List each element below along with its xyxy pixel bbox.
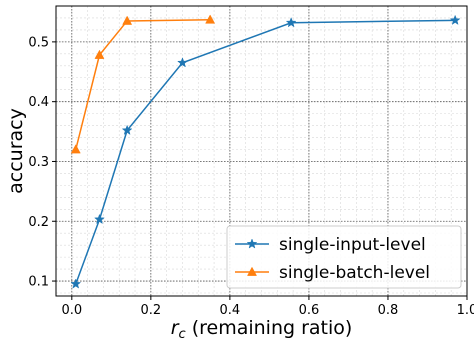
- data-point-star: [177, 57, 188, 68]
- series-layer: [70, 14, 461, 289]
- legend-label: single-batch-level: [279, 263, 430, 283]
- series-line: [75, 19, 456, 285]
- x-axis-label-var: r: [171, 317, 180, 339]
- legend: single-input-level single-batch-level: [226, 225, 462, 289]
- series-2: [70, 14, 216, 154]
- x-axis-label-rest: (remaining ratio): [186, 317, 353, 339]
- x-tick-label: 0.4: [220, 303, 241, 318]
- y-tick-label: 0.1: [28, 275, 49, 290]
- data-point-star: [94, 213, 105, 225]
- data-point-star: [70, 278, 82, 289]
- legend-box: [226, 225, 462, 289]
- x-axis-label: rc (remaining ratio): [171, 317, 353, 341]
- x-tick-label: 1.0: [457, 303, 474, 318]
- axis-ticks: 0.0 0.2 0.4 0.6 0.8 1.0 0.1 0.2 0.3 0.4 0.5: [28, 35, 474, 318]
- legend-entry-2: single-batch-level: [235, 263, 430, 283]
- x-axis-label-sub: c: [179, 327, 186, 341]
- y-tick-label: 0.2: [28, 215, 49, 230]
- plot-frame: [55, 5, 468, 297]
- legend-marker: [246, 238, 258, 249]
- data-point-star: [285, 17, 297, 28]
- x-tick-label: 0.0: [61, 303, 82, 318]
- y-tick-label: 0.5: [28, 35, 49, 50]
- y-tick-label: 0.4: [28, 95, 49, 110]
- y-tick-label: 0.3: [28, 155, 49, 170]
- x-tick-label: 0.6: [299, 303, 320, 318]
- legend-label: single-input-level: [279, 235, 426, 255]
- series-line: [75, 19, 211, 150]
- data-point-triangle: [94, 49, 105, 59]
- data-point-triangle: [70, 144, 81, 154]
- legend-marker: [247, 266, 257, 276]
- series-1: [70, 14, 461, 289]
- data-point-star: [121, 124, 133, 135]
- data-point-triangle: [205, 14, 216, 24]
- data-point-star: [449, 14, 461, 25]
- data-point-triangle: [122, 15, 133, 25]
- y-axis-label: accuracy: [5, 108, 27, 194]
- x-tick-label: 0.2: [141, 303, 162, 318]
- legend-entry-1: single-input-level: [235, 235, 426, 255]
- x-tick-label: 0.8: [378, 303, 399, 318]
